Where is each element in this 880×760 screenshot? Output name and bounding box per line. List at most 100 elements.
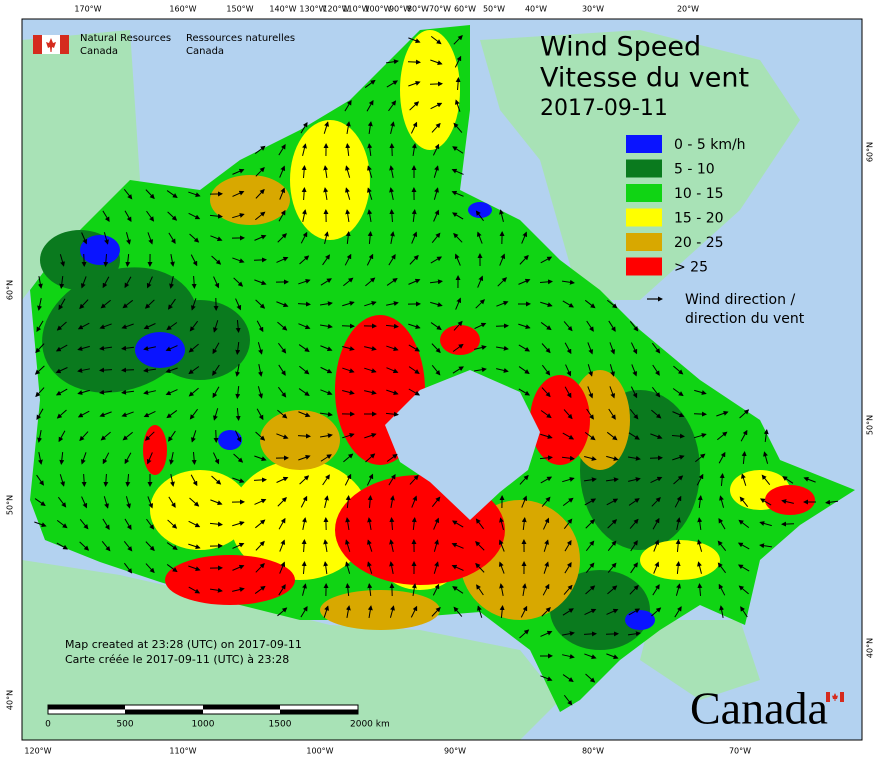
wind-arrow: [254, 145, 266, 155]
wind-arrow: [279, 539, 286, 552]
wind-arrow: [232, 564, 245, 571]
wind-arrow: [146, 210, 155, 222]
wind-arrow: [694, 389, 707, 395]
longitude-label: 100°W: [364, 5, 391, 14]
wind-arrow: [411, 517, 417, 531]
wind-arrow: [431, 365, 441, 376]
wind-arrow: [433, 187, 439, 200]
wind-arrow: [540, 630, 553, 637]
wind-arrow: [253, 477, 267, 483]
wind-arrow: [301, 187, 307, 201]
wind-arrow: [543, 539, 549, 552]
wind-arrow: [563, 409, 573, 420]
wind-arrow: [609, 364, 615, 377]
wind-arrow: [278, 209, 286, 222]
wind-arrow: [451, 190, 464, 197]
wind-arrow: [188, 565, 201, 572]
wind-arrow: [562, 477, 575, 483]
wind-arrow: [188, 520, 201, 528]
wind-arrow: [277, 497, 287, 507]
wind-arrow: [345, 605, 351, 618]
wind-arrow: [146, 276, 153, 289]
wind-arrow: [168, 232, 176, 244]
wind-arrow: [364, 346, 377, 351]
wind-arrow: [451, 520, 464, 528]
wind-arrow: [345, 231, 351, 245]
longitude-label: 60°W: [454, 5, 476, 14]
longitude-label: 110°W: [169, 747, 196, 756]
wind-arrow: [345, 583, 351, 597]
wind-arrow: [255, 188, 265, 199]
wind-arrow: [299, 365, 310, 375]
wind-arrow: [235, 385, 241, 399]
wind-arrow: [561, 455, 575, 461]
wind-arrow: [121, 323, 134, 330]
wind-arrow: [299, 255, 310, 265]
wind-arrow: [298, 454, 311, 461]
wind-arrow: [431, 606, 441, 617]
wind-arrow: [367, 539, 373, 552]
canada-wordmark: Canada: [690, 683, 844, 734]
wind-arrow: [323, 539, 329, 553]
wind-arrow: [389, 165, 395, 178]
wind-arrow: [496, 368, 509, 373]
graticule-labels: 170°W 160°W 150°W 140°W 130°W120°W110°W100°W…: [6, 5, 875, 756]
longitude-label: 90°W: [444, 747, 466, 756]
wind-arrow: [411, 143, 417, 157]
wind-arrow: [99, 389, 113, 395]
wind-arrow: [122, 299, 134, 309]
wind-arrow: [366, 473, 374, 486]
wind-arrow: [451, 564, 464, 571]
wind-arrow: [409, 101, 420, 111]
wind-arrow: [254, 585, 266, 594]
wind-arrow: [37, 298, 43, 311]
wind-arrow: [167, 211, 178, 221]
wind-arrow: [476, 231, 483, 244]
wind-arrow: [411, 583, 417, 596]
wind-arrow: [36, 320, 44, 333]
wind-arrow: [320, 345, 333, 352]
wind-arrow: [606, 653, 619, 660]
wind-arrow: [455, 297, 462, 310]
wind-arrow: [278, 144, 286, 156]
wind-arrow: [628, 432, 640, 440]
wind-arrow: [737, 564, 750, 572]
wind-arrow: [189, 320, 199, 332]
wind-arrow: [58, 298, 66, 311]
wind-arrow: [59, 254, 65, 267]
wind-arrow: [143, 367, 157, 373]
wind-arrow: [298, 323, 311, 330]
wind-arrow: [256, 408, 264, 421]
wind-arrow: [191, 451, 197, 465]
wind-arrow: [36, 408, 44, 421]
wind-arrow: [301, 517, 307, 530]
wind-arrow: [454, 99, 461, 112]
wind-arrow: [212, 364, 220, 376]
wind-arrow: [56, 409, 67, 419]
wind-arrow: [607, 299, 618, 309]
wind-arrow: [190, 298, 197, 311]
wind-arrow: [518, 344, 531, 352]
wind-arrow: [411, 495, 418, 508]
wind-arrow: [453, 34, 463, 45]
wind-arrow: [629, 320, 639, 332]
wind-arrow: [323, 561, 329, 575]
legend-label: 5 - 10: [674, 162, 715, 178]
wind-zone: [440, 325, 480, 355]
wind-arrow: [587, 342, 594, 355]
wind-arrow: [253, 257, 267, 263]
wind-arrow: [364, 367, 377, 373]
wind-arrow: [169, 452, 175, 465]
wind-arrow: [297, 433, 311, 439]
wind-arrow: [608, 408, 616, 420]
wind-arrow: [345, 561, 351, 574]
title-en: Wind Speed: [540, 32, 701, 63]
wind-arrow: [323, 187, 329, 201]
wind-arrow: [279, 561, 286, 574]
maple-leaf: [46, 38, 56, 52]
wind-arrow: [300, 121, 308, 134]
wind-arrow: [301, 209, 307, 222]
wind-arrow: [209, 521, 223, 527]
wind-arrow: [166, 410, 178, 419]
wind-arrow: [123, 562, 133, 574]
